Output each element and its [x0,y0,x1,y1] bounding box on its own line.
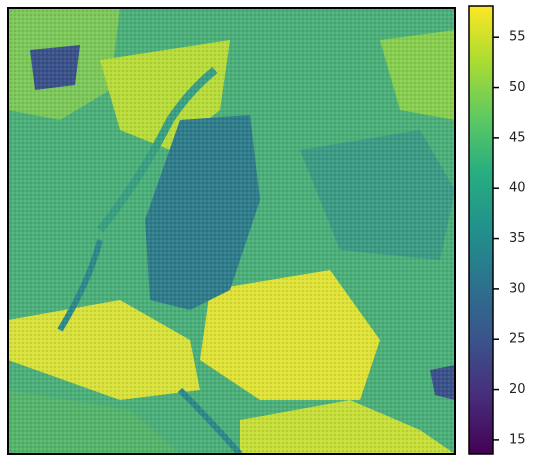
colorbar-tick-label: 25 [509,332,526,347]
colorbar-tick-label: 50 [509,80,526,95]
colorbar-tick-label: 55 [509,30,526,45]
colorbar-tick-label: 20 [509,382,526,397]
colorbar-tick-label: 35 [509,231,526,246]
colorbar-tick-label: 30 [509,281,526,296]
colorbar-tick-label: 45 [509,130,526,145]
image-frame [7,7,456,455]
colorbar [468,5,494,455]
colorbar-tick-label: 40 [509,181,526,196]
colorbar-tick-label: 15 [509,432,526,447]
image [8,8,455,454]
